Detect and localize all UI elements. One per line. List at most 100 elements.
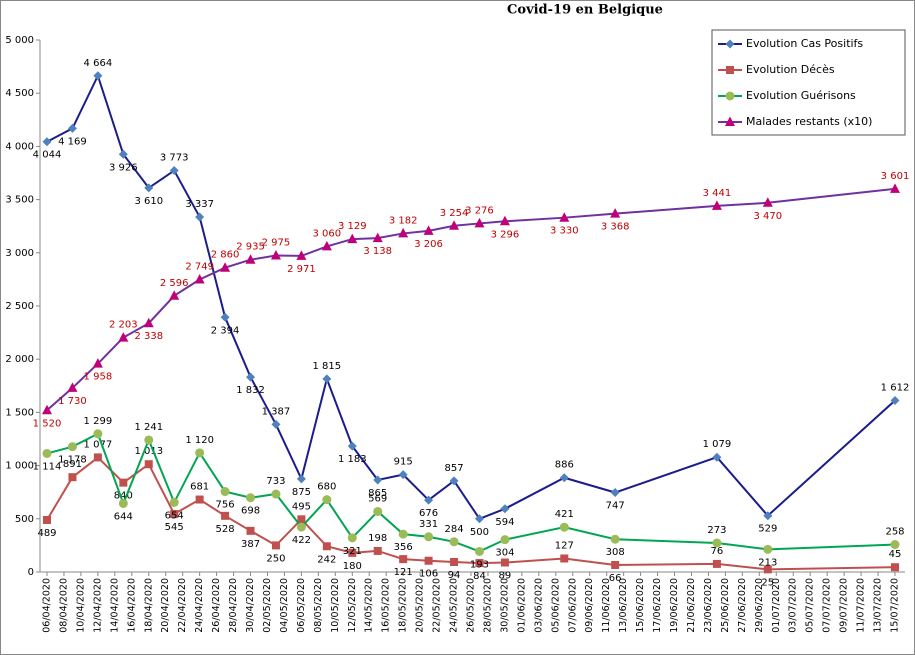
marker	[450, 557, 459, 566]
data-label: 284	[444, 524, 463, 535]
data-label: 1 013	[134, 446, 163, 457]
data-label: 1 241	[134, 422, 163, 433]
marker	[246, 372, 256, 382]
marker	[169, 290, 180, 300]
marker	[890, 395, 900, 405]
marker	[220, 312, 230, 322]
marker	[42, 404, 52, 415]
data-label: 1 183	[338, 454, 367, 465]
data-label: 2 975	[262, 237, 291, 248]
marker	[423, 225, 434, 235]
data-label: 3 368	[601, 222, 630, 233]
data-label: 2 749	[185, 262, 214, 273]
x-tick-label: 30/04/2020	[245, 578, 256, 633]
data-label: 25	[761, 577, 774, 588]
x-tick-label: 07/06/2020	[567, 578, 578, 633]
x-tick-label: 03/07/2020	[788, 578, 799, 633]
y-tick-label: 2 500	[5, 301, 34, 312]
data-label: 644	[114, 511, 133, 522]
marker	[347, 233, 358, 244]
marker	[221, 511, 230, 520]
x-tick-label: 26/04/2020	[211, 578, 222, 633]
x-tick-label: 12/05/2020	[347, 578, 358, 633]
data-label: 1 958	[84, 372, 113, 383]
data-label: 2 971	[287, 264, 316, 275]
marker	[296, 474, 306, 484]
data-label: 89	[499, 571, 512, 582]
marker	[144, 183, 154, 193]
marker	[611, 560, 620, 569]
data-label: 3 601	[881, 171, 910, 182]
data-label: 106	[419, 569, 438, 580]
marker	[119, 478, 128, 487]
marker	[373, 546, 382, 555]
marker	[321, 240, 332, 251]
marker	[271, 489, 281, 499]
marker	[449, 476, 459, 486]
marker	[610, 488, 620, 498]
marker	[500, 558, 509, 567]
data-label: 321	[343, 546, 362, 557]
series-line	[46, 456, 896, 571]
data-label: 242	[317, 554, 336, 565]
x-tick-label: 08/04/2020	[58, 578, 69, 633]
x-tick-label: 18/04/2020	[143, 578, 154, 633]
data-label: 213	[758, 557, 777, 568]
x-tick-label: 18/05/2020	[398, 578, 409, 633]
marker	[194, 274, 205, 284]
marker	[398, 227, 409, 238]
data-label: 198	[368, 533, 387, 544]
data-label: 676	[419, 508, 438, 519]
data-label: 3 926	[109, 162, 138, 173]
data-label: 4 044	[33, 150, 62, 161]
legend-label: Evolution Décès	[746, 63, 835, 76]
marker	[474, 217, 485, 228]
x-tick-label: 30/05/2020	[499, 578, 510, 633]
marker	[712, 538, 722, 548]
x-tick-label: 14/04/2020	[109, 578, 120, 633]
data-label: 2 338	[134, 331, 163, 342]
marker	[67, 442, 77, 452]
marker	[170, 510, 179, 519]
data-label: 4 664	[84, 58, 113, 69]
data-label: 3 182	[389, 215, 418, 226]
x-tick-label: 24/05/2020	[449, 578, 460, 633]
x-tick-label: 21/06/2020	[686, 578, 697, 633]
x-tick-label: 17/06/2020	[652, 578, 663, 633]
x-tick-label: 09/06/2020	[584, 578, 595, 633]
marker	[712, 452, 722, 462]
data-label: 3 138	[363, 246, 392, 257]
data-label: 1 520	[33, 418, 62, 429]
data-label: 331	[419, 519, 438, 530]
x-tick-label: 05/06/2020	[550, 578, 561, 633]
marker	[68, 473, 77, 482]
data-label: 733	[266, 476, 285, 487]
data-label: 422	[292, 535, 311, 546]
x-tick-label: 06/04/2020	[42, 578, 53, 633]
marker	[195, 448, 205, 458]
marker	[42, 137, 52, 147]
data-label: 4 169	[58, 136, 87, 147]
marker	[67, 382, 78, 392]
marker	[93, 429, 103, 439]
data-label: 1 178	[58, 455, 87, 466]
marker	[42, 448, 52, 458]
y-tick-label: 4 000	[5, 141, 34, 152]
marker	[559, 212, 570, 222]
marker	[763, 565, 772, 574]
y-tick-label: 4 500	[5, 88, 34, 99]
y-tick-label: 2 000	[5, 354, 34, 365]
x-tick-label: 16/04/2020	[126, 578, 137, 633]
data-label: 528	[216, 524, 235, 535]
x-tick-label: 20/04/2020	[160, 578, 171, 633]
marker	[500, 504, 510, 514]
x-tick-label: 14/05/2020	[364, 578, 375, 633]
data-label: 886	[555, 460, 574, 471]
marker	[297, 515, 306, 524]
marker	[169, 166, 179, 176]
x-tick-label: 06/05/2020	[296, 578, 307, 633]
marker	[610, 534, 620, 544]
data-label: 45	[889, 549, 902, 560]
marker	[322, 374, 332, 384]
data-label: 1 612	[881, 382, 910, 393]
